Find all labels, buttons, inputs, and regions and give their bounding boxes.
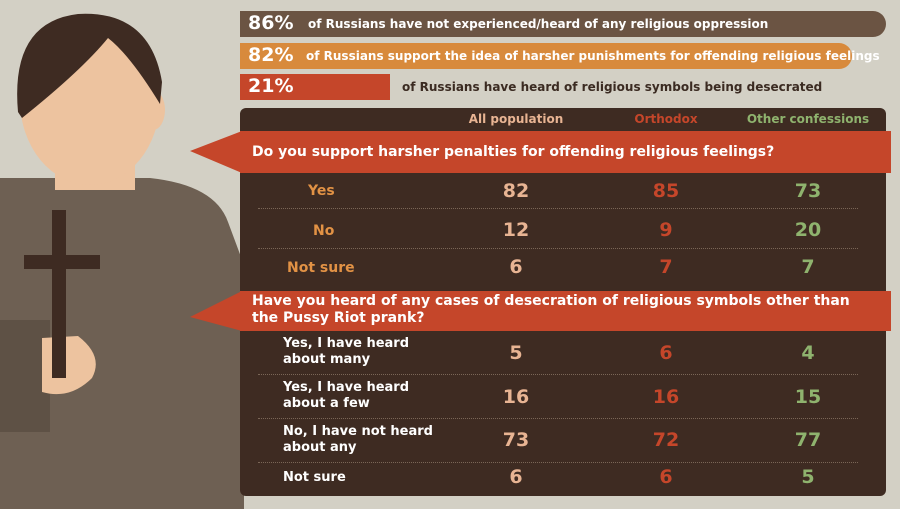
row-separator xyxy=(258,374,858,375)
table-cell-value: 7 xyxy=(659,256,673,278)
table-cell-value: 6 xyxy=(659,466,673,488)
speech-pointer xyxy=(190,131,242,173)
table-cell-value: 73 xyxy=(502,429,530,451)
table-cell-value: 16 xyxy=(502,386,530,408)
orthodox-cross-icon xyxy=(24,210,100,378)
table-cell-value: 20 xyxy=(794,219,822,241)
table-cell-value: 82 xyxy=(502,180,530,202)
table-cell-value: 73 xyxy=(794,180,822,202)
question-band-2 xyxy=(240,291,891,331)
column-header-other-confessions: Other confessions xyxy=(746,112,870,126)
table-cell-value: 5 xyxy=(801,466,815,488)
stat-bar-label: of Russians have heard of religious symb… xyxy=(402,80,823,94)
row-separator xyxy=(258,208,858,209)
person-illustration xyxy=(0,13,244,509)
table-cell-value: 4 xyxy=(801,342,815,364)
table-cell-value: 6 xyxy=(509,466,523,488)
row-label: No xyxy=(313,223,335,239)
table-cell-value: 77 xyxy=(794,429,822,451)
row-label: Not sure xyxy=(287,260,355,276)
stat-bar-label: of Russians have not experienced/heard o… xyxy=(308,17,769,31)
stat-bar-value: 21% xyxy=(248,75,294,97)
table-cell-value: 7 xyxy=(801,256,815,278)
row-separator xyxy=(258,462,858,463)
table-cell-value: 12 xyxy=(502,219,530,241)
column-header-all-population: All population xyxy=(468,112,564,126)
table-cell-value: 15 xyxy=(794,386,822,408)
row-label: Yes, I have heard about a few xyxy=(283,380,410,411)
stat-bar-punishments: 82% of Russians support the idea of hars… xyxy=(240,43,880,69)
table-cell-value: 72 xyxy=(652,429,680,451)
row-separator xyxy=(258,418,858,419)
table-cell-value: 6 xyxy=(509,256,523,278)
question-band-1 xyxy=(240,131,891,173)
stat-bar-desecration: 21% of Russians have heard of religious … xyxy=(240,74,822,100)
table-cell-value: 6 xyxy=(659,342,673,364)
stat-bar-oppression: 86% of Russians have not experienced/hea… xyxy=(240,11,886,37)
row-label: No, I have not heard about any xyxy=(283,424,433,455)
table-cell-value: 9 xyxy=(659,219,673,241)
table-cell-value: 85 xyxy=(652,180,680,202)
row-label: Not sure xyxy=(283,470,346,485)
table-cell-value: 5 xyxy=(509,342,523,364)
row-label: Yes xyxy=(308,183,335,199)
stat-bar-value: 86% xyxy=(248,12,294,34)
stat-bar-label: of Russians support the idea of harsher … xyxy=(306,49,880,63)
row-label: Yes, I have heard about many xyxy=(283,336,410,367)
question-1-text: Do you support harsher penalties for off… xyxy=(252,144,775,160)
stat-bar-value: 82% xyxy=(248,44,294,66)
question-2-text: Have you heard of any cases of desecrati… xyxy=(252,293,850,326)
table-cell-value: 16 xyxy=(652,386,680,408)
speech-pointer xyxy=(190,291,242,331)
column-header-orthodox: Orthodox xyxy=(634,112,698,126)
row-separator xyxy=(258,248,858,249)
